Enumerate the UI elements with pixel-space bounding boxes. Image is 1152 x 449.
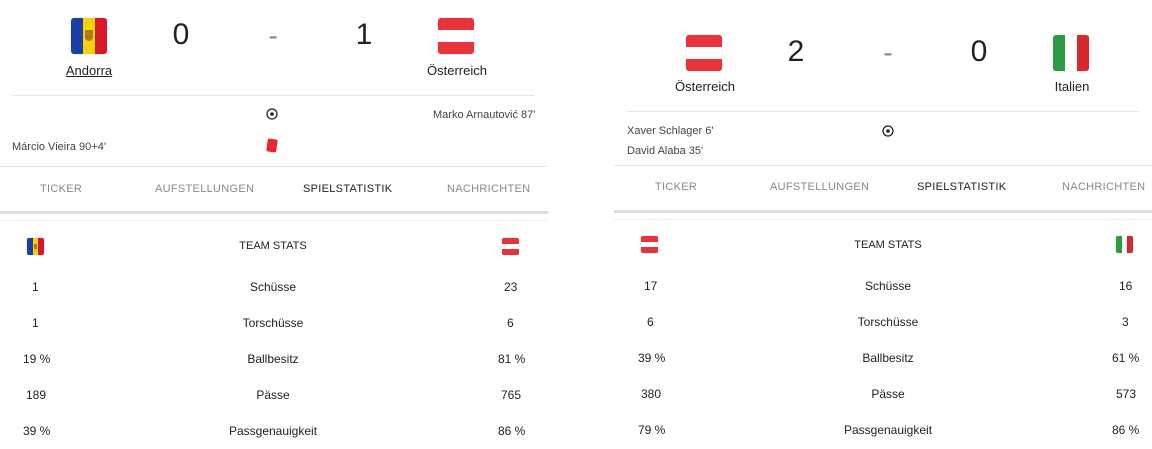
stat-name: Passgenauigkeit <box>228 424 318 438</box>
stat-away-value: 6 <box>507 316 514 330</box>
tab-nachrichten[interactable]: NACHRICHTEN <box>447 183 531 195</box>
stat-name: Ballbesitz <box>862 351 914 365</box>
stat-home-value: 1 <box>32 316 39 330</box>
stat-home-value: 17 <box>644 279 658 293</box>
stat-name: Schüsse <box>864 279 912 293</box>
home-score: 0 <box>172 18 190 51</box>
stat-name: Passgenauigkeit <box>843 423 933 437</box>
stats-divider <box>614 219 1152 220</box>
stats-divider <box>0 220 548 221</box>
stat-home-value: 39 % <box>638 351 666 365</box>
italy-flag[interactable] <box>1053 35 1089 71</box>
stat-name: Ballbesitz <box>247 352 299 366</box>
tab-bar: TICKER AUFSTELLUNGEN SPIELSTATISTIK NACH… <box>614 166 1152 213</box>
stat-away-value: 86 % <box>498 424 526 438</box>
red-card-icon <box>266 138 278 153</box>
stat-name: Pässe <box>256 388 290 402</box>
match-panel-austria-italy: Österreich 2 - 0 Italien Xaver Schlager … <box>614 0 1152 449</box>
stat-away-value: 61 % <box>1112 351 1140 365</box>
home-team-name[interactable]: Andorra <box>65 63 113 78</box>
stats-title: TEAM STATS <box>239 240 307 252</box>
tab-ticker[interactable]: TICKER <box>655 181 698 193</box>
austria-flag[interactable] <box>686 35 722 71</box>
tab-spielstatistik[interactable]: SPIELSTATISTIK <box>917 181 1007 193</box>
away-team-name[interactable]: Italien <box>1054 79 1090 94</box>
event-goal-home: Xaver Schlager 6' <box>627 125 714 137</box>
tab-aufstellungen[interactable]: AUFSTELLUNGEN <box>155 183 255 195</box>
header-divider <box>12 95 534 96</box>
austria-flag <box>641 236 658 253</box>
tab-aufstellungen[interactable]: AUFSTELLUNGEN <box>770 181 870 193</box>
score-separator: - <box>883 37 893 68</box>
austria-flag[interactable] <box>438 18 474 54</box>
stat-home-value: 79 % <box>638 423 666 437</box>
stat-away-value: 86 % <box>1112 423 1140 437</box>
stat-home-value: 189 <box>26 388 47 402</box>
event-goal-away: Marko Arnautović 87' <box>433 109 536 121</box>
austria-flag <box>502 238 519 255</box>
stat-home-value: 39 % <box>23 424 51 438</box>
stats-title: TEAM STATS <box>854 239 922 251</box>
stat-away-value: 3 <box>1122 315 1129 329</box>
tab-nachrichten[interactable]: NACHRICHTEN <box>1062 181 1146 193</box>
events-divider <box>0 166 548 167</box>
stat-home-value: 1 <box>32 280 39 294</box>
stat-home-value: 6 <box>647 315 654 329</box>
andorra-flag[interactable] <box>71 18 107 54</box>
stat-away-value: 81 % <box>498 352 526 366</box>
stat-away-value: 573 <box>1116 387 1137 401</box>
tab-ticker[interactable]: TICKER <box>40 183 83 195</box>
away-score: 0 <box>970 35 988 68</box>
away-team-name[interactable]: Österreich <box>427 63 487 78</box>
stat-name: Torschüsse <box>857 315 919 329</box>
tab-bar: TICKER AUFSTELLUNGEN SPIELSTATISTIK NACH… <box>0 167 548 214</box>
stat-away-value: 16 <box>1119 279 1133 293</box>
andorra-flag <box>27 238 44 255</box>
ball-icon <box>882 125 894 137</box>
stat-home-value: 380 <box>641 387 662 401</box>
ball-icon <box>266 108 278 120</box>
events-divider <box>614 165 1152 166</box>
stat-away-value: 23 <box>504 280 518 294</box>
home-team-name[interactable]: Österreich <box>675 79 735 94</box>
stat-name: Schüsse <box>249 280 297 294</box>
event-red-card-home: Márcio Vieira 90+4' <box>12 141 106 153</box>
stat-home-value: 19 % <box>23 352 51 366</box>
event-goal-home: David Alaba 35' <box>627 145 704 157</box>
away-score: 1 <box>355 18 373 51</box>
home-score: 2 <box>787 35 805 68</box>
italy-flag <box>1116 236 1133 253</box>
header-divider <box>627 111 1139 112</box>
tab-spielstatistik[interactable]: SPIELSTATISTIK <box>303 183 393 195</box>
stat-name: Torschüsse <box>242 316 304 330</box>
score-separator: - <box>268 20 278 51</box>
match-panel-andorra-austria: Andorra 0 - 1 Österreich Marko Arnautovi… <box>0 0 548 449</box>
stat-away-value: 765 <box>501 388 522 402</box>
stat-name: Pässe <box>871 387 905 401</box>
